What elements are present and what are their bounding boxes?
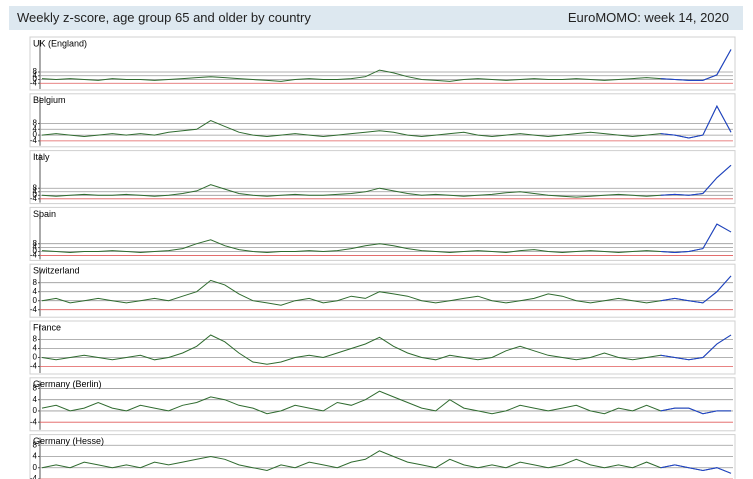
panel-frame bbox=[29, 320, 736, 375]
panel-title: Belgium bbox=[33, 95, 66, 105]
panel-title: Germany (Berlin) bbox=[33, 379, 102, 389]
data-line bbox=[41, 105, 732, 139]
panel-title: Spain bbox=[33, 209, 56, 219]
y-tick-label: 8 bbox=[33, 335, 38, 344]
data-line bbox=[41, 334, 732, 365]
y-tick-label: 0 bbox=[33, 247, 38, 256]
data-line bbox=[660, 164, 732, 196]
y-tick-label: 0 bbox=[33, 353, 38, 362]
data-line bbox=[660, 223, 732, 254]
data-line bbox=[41, 450, 732, 474]
panel-frame bbox=[29, 377, 736, 432]
y-tick-label: 4 bbox=[33, 344, 38, 353]
y-tick-label: 4 bbox=[33, 71, 38, 80]
header: Weekly z-score, age group 65 and older b… bbox=[9, 6, 743, 30]
panel-frame bbox=[29, 434, 736, 479]
y-tick-label: -4 bbox=[30, 305, 38, 314]
title: Weekly z-score, age group 65 and older b… bbox=[17, 10, 311, 25]
y-tick-label: -4 bbox=[30, 78, 38, 87]
y-tick-label: 8 bbox=[33, 440, 38, 449]
y-tick-label: 8 bbox=[33, 384, 38, 393]
y-tick-label: 4 bbox=[33, 124, 38, 133]
y-tick-label: -4 bbox=[30, 362, 38, 371]
data-line bbox=[660, 275, 732, 304]
y-tick-label: -4 bbox=[30, 136, 38, 145]
y-tick-label: 4 bbox=[33, 452, 38, 461]
y-tick-label: 4 bbox=[33, 187, 38, 196]
y-tick-label: 8 bbox=[33, 239, 38, 248]
y-tick-label: -4 bbox=[30, 474, 38, 479]
panel-title: Italy bbox=[33, 152, 50, 162]
y-tick-label: 8 bbox=[33, 183, 38, 192]
y-tick-label: 0 bbox=[33, 190, 38, 199]
y-tick-label: 8 bbox=[33, 67, 38, 76]
data-line bbox=[660, 407, 731, 415]
panel-frame bbox=[29, 263, 736, 318]
panel-title: UK (England) bbox=[33, 38, 87, 48]
data-line bbox=[41, 164, 732, 198]
data-line bbox=[41, 390, 731, 415]
y-tick-label: 0 bbox=[33, 296, 38, 305]
y-tick-label: 0 bbox=[33, 463, 38, 472]
y-tick-label: 8 bbox=[33, 278, 38, 287]
data-line bbox=[41, 49, 732, 82]
panel-frame bbox=[29, 206, 736, 261]
y-tick-label: 8 bbox=[33, 119, 38, 128]
y-tick-label: 4 bbox=[33, 395, 38, 404]
panel-frame bbox=[29, 36, 736, 91]
data-line bbox=[41, 223, 732, 254]
y-tick-label: 0 bbox=[33, 406, 38, 415]
panel-frame bbox=[29, 150, 736, 205]
data-line bbox=[660, 49, 732, 81]
panel-title: Switzerland bbox=[33, 266, 80, 276]
panel-frame bbox=[29, 93, 736, 148]
y-tick-label: 0 bbox=[33, 75, 38, 84]
y-tick-label: -4 bbox=[30, 251, 38, 260]
source: EuroMOMO: week 14, 2020 bbox=[567, 10, 729, 25]
data-line bbox=[660, 464, 732, 474]
data-line bbox=[41, 275, 732, 306]
panel-title: Germany (Hesse) bbox=[33, 436, 104, 446]
data-line bbox=[660, 105, 732, 139]
y-tick-label: 4 bbox=[33, 287, 38, 296]
panel-title: France bbox=[33, 322, 61, 332]
y-tick-label: -4 bbox=[30, 417, 38, 426]
y-tick-label: 0 bbox=[33, 130, 38, 139]
y-tick-label: -4 bbox=[30, 194, 38, 203]
data-line bbox=[660, 334, 732, 361]
y-tick-label: 4 bbox=[33, 243, 38, 252]
